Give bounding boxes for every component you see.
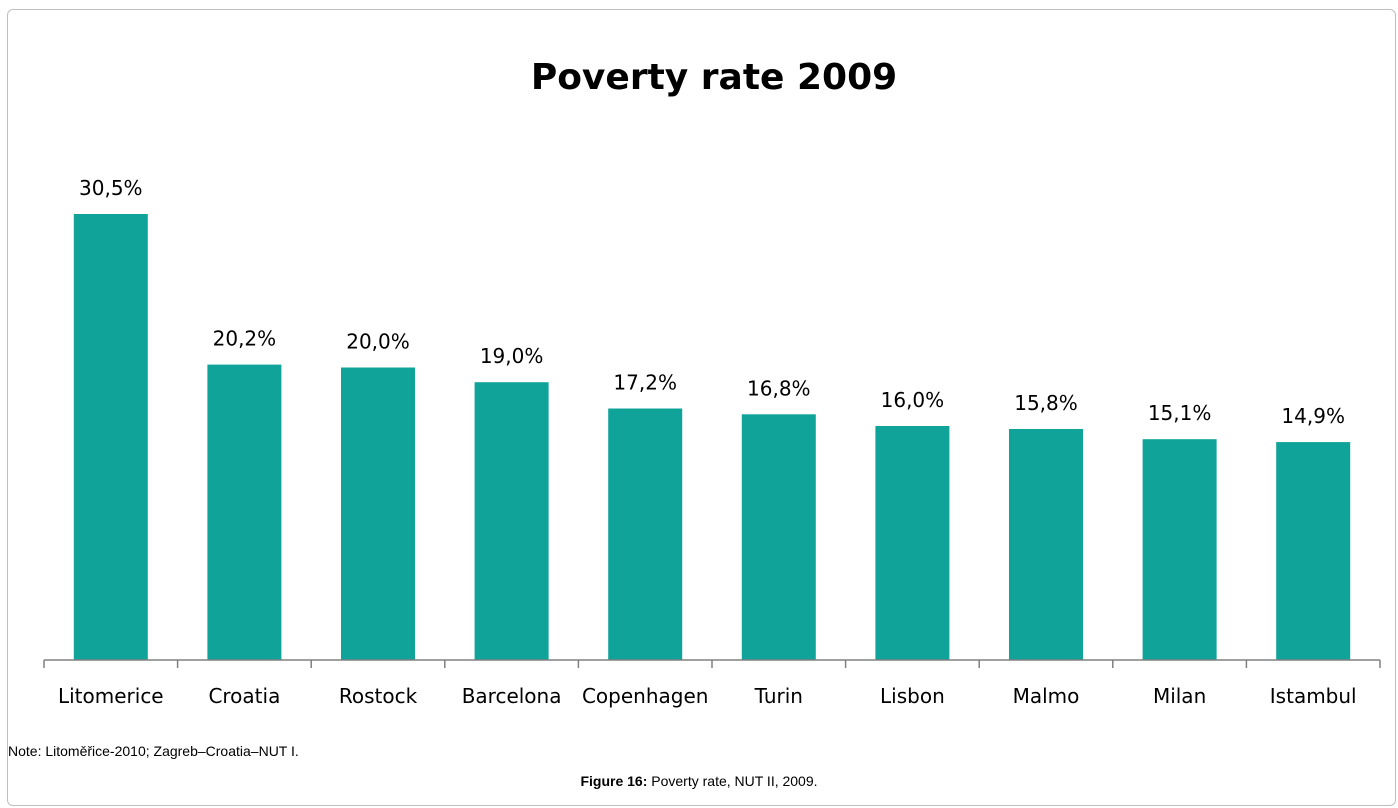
- figure-caption-label: Figure 16:: [580, 773, 648, 789]
- category-label: Barcelona: [462, 684, 562, 708]
- chart-note: Note: Litoměřice-2010; Zagreb–Croatia–NU…: [8, 743, 299, 759]
- data-label: 14,9%: [1281, 404, 1345, 428]
- category-label: Litomerice: [58, 684, 164, 708]
- category-label: Turin: [754, 684, 803, 708]
- category-label: Istambul: [1270, 684, 1357, 708]
- chart-frame: [7, 9, 1396, 806]
- data-label: 20,2%: [213, 327, 277, 351]
- bar: [73, 214, 148, 660]
- category-label: Rostock: [339, 684, 418, 708]
- data-label: 15,1%: [1148, 401, 1212, 425]
- bars-group: [73, 214, 1351, 660]
- bar-chart: Poverty rate 2009 30,5% Litomerice 20,2% Cr…: [43, 57, 1381, 708]
- bar: [207, 364, 282, 660]
- data-label: 20,0%: [346, 330, 410, 354]
- bar: [1276, 442, 1351, 660]
- data-label: 30,5%: [79, 176, 143, 200]
- category-label: Croatia: [208, 684, 280, 708]
- chart-title: Poverty rate 2009: [531, 57, 897, 98]
- bar: [1009, 429, 1083, 660]
- labels-group: 30,5% Litomerice 20,2% Croatia 20,0% Rostock 1…: [58, 176, 1357, 708]
- category-label: Malmo: [1013, 684, 1080, 708]
- x-axis: [43, 659, 1381, 668]
- bar: [1142, 439, 1217, 660]
- category-label: Lisbon: [880, 684, 945, 708]
- data-label: 15,8%: [1014, 391, 1078, 415]
- bar: [341, 367, 415, 660]
- figure-caption: Figure 16: Poverty rate, NUT II, 2009.: [0, 773, 1398, 789]
- figure-caption-text: Poverty rate, NUT II, 2009.: [647, 773, 818, 789]
- bar: [741, 414, 816, 660]
- category-label: Copenhagen: [582, 684, 708, 708]
- data-label: 17,2%: [613, 371, 677, 395]
- data-label: 16,0%: [881, 388, 945, 412]
- bar: [608, 408, 683, 660]
- data-label: 19,0%: [480, 344, 544, 368]
- bar: [474, 382, 549, 660]
- data-label: 16,8%: [747, 376, 811, 400]
- category-label: Milan: [1153, 684, 1206, 708]
- bar: [875, 426, 950, 660]
